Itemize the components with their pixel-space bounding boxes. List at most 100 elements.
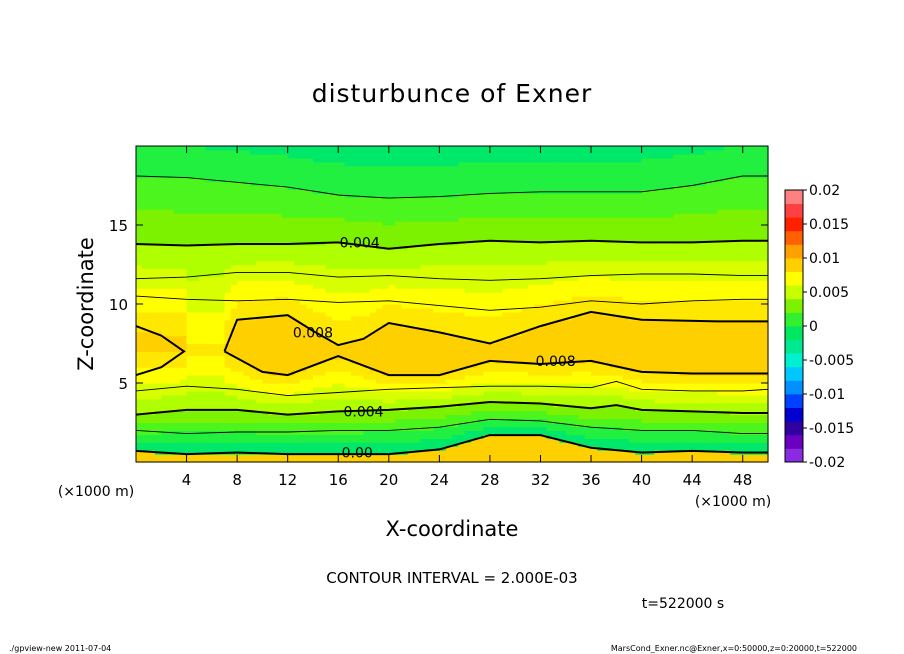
field-cell	[508, 232, 516, 238]
field-cell	[464, 315, 472, 321]
field-cell	[357, 418, 365, 424]
field-cell	[483, 339, 491, 345]
field-cell	[243, 355, 251, 360]
field-cell	[142, 307, 150, 313]
field-cell	[489, 371, 497, 376]
field-cell	[256, 347, 263, 352]
field-cell	[458, 386, 466, 392]
field-cell	[338, 304, 346, 309]
field-cell	[350, 173, 358, 179]
field-cell	[294, 438, 301, 443]
field-cell	[281, 292, 289, 297]
field-cell	[331, 232, 339, 238]
field-cell	[401, 201, 409, 206]
field-cell	[452, 343, 459, 349]
field-cell	[521, 264, 529, 270]
field-cell	[262, 165, 270, 171]
field-cell	[136, 402, 143, 408]
field-cell	[477, 217, 485, 222]
field-cell	[243, 410, 251, 416]
field-cell	[338, 359, 346, 364]
field-cell	[154, 398, 162, 404]
field-cell	[230, 292, 238, 297]
field-cell	[407, 288, 415, 293]
field-cell	[382, 225, 390, 230]
field-cell	[508, 458, 516, 463]
field-cell	[319, 268, 327, 273]
field-cell	[464, 363, 472, 368]
field-cell	[357, 386, 365, 392]
field-cell	[502, 149, 510, 155]
field-cell	[230, 442, 238, 447]
field-cell	[262, 430, 270, 435]
field-cell	[173, 288, 181, 293]
field-cell	[218, 390, 226, 396]
field-cell	[268, 379, 276, 384]
field-cell	[414, 418, 421, 424]
field-cell	[483, 213, 491, 218]
field-cell	[477, 268, 485, 273]
field-cell	[363, 244, 371, 250]
field-cell	[477, 280, 485, 285]
field-cell	[230, 169, 238, 175]
field-cell	[205, 422, 213, 428]
field-cell	[136, 406, 143, 412]
field-cell	[192, 173, 200, 179]
field-cell	[325, 221, 333, 226]
field-cell	[458, 213, 466, 218]
field-cell	[344, 355, 352, 360]
field-cell	[388, 181, 396, 187]
field-cell	[433, 260, 440, 266]
field-cell	[414, 256, 421, 262]
field-cell	[319, 351, 327, 356]
field-cell	[300, 209, 308, 214]
field-cell	[325, 446, 333, 451]
field-cell	[388, 422, 396, 428]
field-cell	[331, 177, 339, 183]
field-cell	[161, 288, 169, 293]
field-cell	[319, 165, 327, 171]
field-cell	[376, 394, 384, 400]
field-cell	[312, 193, 320, 198]
field-cell	[470, 450, 478, 455]
field-cell	[470, 153, 478, 159]
field-cell	[192, 221, 200, 226]
field-cell	[350, 169, 358, 175]
field-cell	[211, 446, 219, 451]
field-cell	[142, 454, 150, 459]
field-cell	[148, 280, 156, 285]
field-cell	[344, 454, 352, 459]
field-cell	[148, 454, 156, 459]
field-cell	[205, 209, 213, 214]
field-cell	[426, 426, 434, 431]
field-cell	[388, 252, 396, 258]
field-cell	[281, 197, 289, 202]
field-cell	[148, 398, 156, 404]
field-cell	[414, 213, 421, 218]
field-cell	[388, 438, 396, 443]
field-cell	[483, 402, 491, 408]
field-cell	[382, 410, 390, 416]
field-cell	[331, 438, 339, 443]
field-cell	[205, 327, 213, 333]
field-cell	[433, 454, 440, 459]
field-cell	[205, 458, 213, 463]
field-cell	[426, 217, 434, 222]
field-cell	[357, 426, 365, 431]
field-cell	[502, 414, 510, 420]
field-cell	[218, 197, 226, 202]
field-cell	[218, 319, 226, 325]
field-cell	[496, 343, 504, 349]
field-cell	[470, 209, 478, 214]
field-cell	[401, 225, 409, 230]
field-cell	[489, 169, 497, 175]
field-cell	[268, 363, 276, 368]
field-cell	[154, 375, 162, 380]
field-cell	[489, 418, 497, 424]
field-cell	[363, 323, 371, 329]
field-cell	[407, 240, 415, 246]
field-cell	[319, 323, 327, 329]
field-cell	[344, 386, 352, 392]
field-cell	[395, 339, 403, 345]
field-cell	[211, 280, 219, 285]
